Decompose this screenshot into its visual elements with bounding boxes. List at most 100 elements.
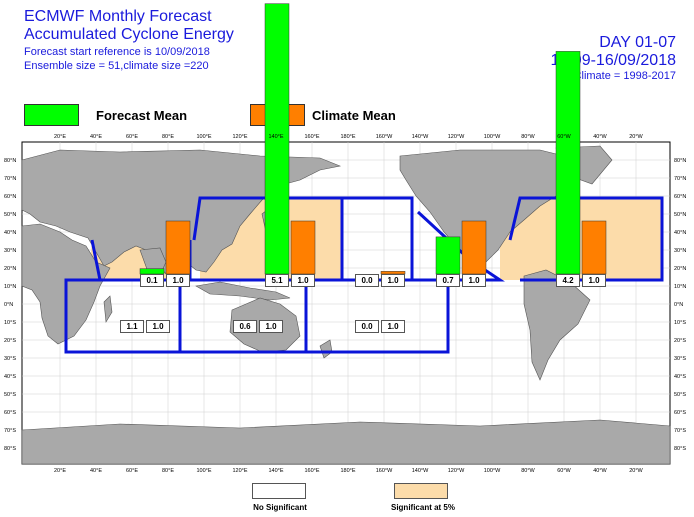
lat-label-left: 0°N	[4, 302, 13, 308]
lon-label-top: 120°W	[448, 134, 465, 140]
basin-atlantic-outline	[508, 196, 664, 282]
lat-label-right: 40°S	[674, 374, 686, 380]
climate-mean-label: Climate Mean	[312, 108, 396, 123]
land-madagascar	[103, 295, 113, 323]
climate-value-central-pacific: 1.0	[381, 274, 405, 287]
lon-label-bottom: 100°W	[484, 468, 501, 474]
lat-label-left: 80°S	[4, 446, 16, 452]
lat-label-right: 30°N	[674, 248, 686, 254]
forecast-value-central-pacific: 0.0	[355, 274, 379, 287]
lon-label-bottom: 180°E	[340, 468, 355, 474]
lat-label-right: 80°S	[674, 446, 686, 452]
lat-label-right: 80°N	[674, 158, 686, 164]
climate-bar-atlantic	[581, 220, 607, 275]
lon-label-bottom: 80°W	[521, 468, 535, 474]
lon-label-top: 180°E	[340, 134, 355, 140]
forecast-bar-east-pacific	[435, 236, 461, 275]
lon-label-bottom: 100°E	[196, 468, 211, 474]
climate-value-north-indian: 1.0	[166, 274, 190, 287]
forecast-value-australia: 0.6	[233, 320, 257, 333]
land	[21, 145, 671, 465]
latitude-labels: 80°N 80°N 70°N 70°N 60°N 60°N 50°N 50°N 40°N 40°N…	[4, 158, 686, 452]
climate-period: Climate = 1998-2017	[573, 70, 676, 82]
lat-label-left: 60°N	[4, 194, 16, 200]
significant-label: Significant at 5%	[390, 503, 455, 512]
lat-label-right: 20°N	[674, 266, 686, 272]
lon-label-bottom: 40°W	[593, 468, 607, 474]
lon-label-top: 120°E	[232, 134, 247, 140]
lat-label-left: 20°N	[4, 266, 16, 272]
lon-label-bottom: 20°W	[629, 468, 643, 474]
lat-label-right: 0°N	[674, 302, 683, 308]
lon-label-bottom: 140°W	[412, 468, 429, 474]
forecast-mean-label: Forecast Mean	[96, 108, 188, 123]
lon-label-top: 80°E	[162, 134, 174, 140]
lat-label-right: 60°S	[674, 410, 686, 416]
climate-bar-east-pacific	[461, 220, 487, 275]
lon-label-bottom: 140°E	[268, 468, 283, 474]
lat-label-left: 30°S	[4, 356, 16, 362]
forecast-value-west-pacific: 5.1	[265, 274, 289, 287]
forecast-bar-west-pacific	[264, 3, 290, 275]
lon-label-bottom: 160°W	[376, 468, 393, 474]
lon-label-bottom: 20°E	[54, 468, 66, 474]
title-line-2: Accumulated Cyclone Energy	[24, 26, 234, 43]
forecast-mean-swatch	[24, 104, 79, 126]
lon-label-top: 40°W	[593, 134, 607, 140]
lon-label-top: 100°W	[484, 134, 501, 140]
significant-swatch	[394, 483, 448, 499]
lon-label-bottom: 120°W	[448, 468, 465, 474]
lon-label-top: 80°W	[521, 134, 535, 140]
lon-label-top: 160°W	[376, 134, 393, 140]
lon-label-bottom: 60°W	[557, 468, 571, 474]
lon-label-bottom: 40°E	[90, 468, 102, 474]
climate-value-south-pacific: 1.0	[381, 320, 405, 333]
lat-label-left: 50°N	[4, 212, 16, 218]
lat-label-left: 70°S	[4, 428, 16, 434]
forecast-value-atlantic: 4.2	[556, 274, 580, 287]
lat-label-right: 30°S	[674, 356, 686, 362]
land-antarctica	[21, 419, 671, 465]
lat-label-right: 40°N	[674, 230, 686, 236]
lat-label-right: 10°N	[674, 284, 686, 290]
lat-label-left: 80°N	[4, 158, 16, 164]
lon-label-bottom: 160°E	[304, 468, 319, 474]
lat-label-left: 10°N	[4, 284, 16, 290]
lat-label-left: 20°S	[4, 338, 16, 344]
lon-label-top: 100°E	[196, 134, 211, 140]
climate-value-australia: 1.0	[259, 320, 283, 333]
lat-label-left: 70°N	[4, 176, 16, 182]
forecast-value-south-pacific: 0.0	[355, 320, 379, 333]
lon-label-bottom: 60°E	[126, 468, 138, 474]
lon-label-top: 140°W	[412, 134, 429, 140]
lat-label-left: 40°N	[4, 230, 16, 236]
lat-label-right: 10°S	[674, 320, 686, 326]
lon-label-top: 40°E	[90, 134, 102, 140]
forecast-value-south-indian: 1.1	[120, 320, 144, 333]
lat-label-left: 40°S	[4, 374, 16, 380]
climate-value-west-pacific: 1.0	[291, 274, 315, 287]
bars	[139, 3, 607, 275]
lat-label-right: 60°N	[674, 194, 686, 200]
lon-label-bottom: 120°E	[232, 468, 247, 474]
climate-value-atlantic: 1.0	[582, 274, 606, 287]
no-significant-label: No Significant	[253, 503, 307, 512]
lon-label-top: 20°W	[629, 134, 643, 140]
forecast-start-reference: Forecast start reference is 10/09/2018	[24, 46, 210, 58]
lon-label-top: 140°E	[268, 134, 283, 140]
ensemble-size: Ensemble size = 51,climate size =220	[24, 60, 209, 72]
climate-bar-north-indian	[165, 220, 191, 275]
climate-value-south-indian: 1.0	[146, 320, 170, 333]
lat-label-right: 70°S	[674, 428, 686, 434]
title-line-1: ECMWF Monthly Forecast	[24, 8, 212, 25]
climate-value-east-pacific: 1.0	[462, 274, 486, 287]
lon-label-top: 20°E	[54, 134, 66, 140]
lat-label-right: 50°N	[674, 212, 686, 218]
lon-label-bottom: 80°E	[162, 468, 174, 474]
lat-label-left: 30°N	[4, 248, 16, 254]
lat-label-left: 10°S	[4, 320, 16, 326]
lon-label-top: 160°E	[304, 134, 319, 140]
forecast-value-north-indian: 0.1	[140, 274, 164, 287]
lon-label-top: 60°W	[557, 134, 571, 140]
